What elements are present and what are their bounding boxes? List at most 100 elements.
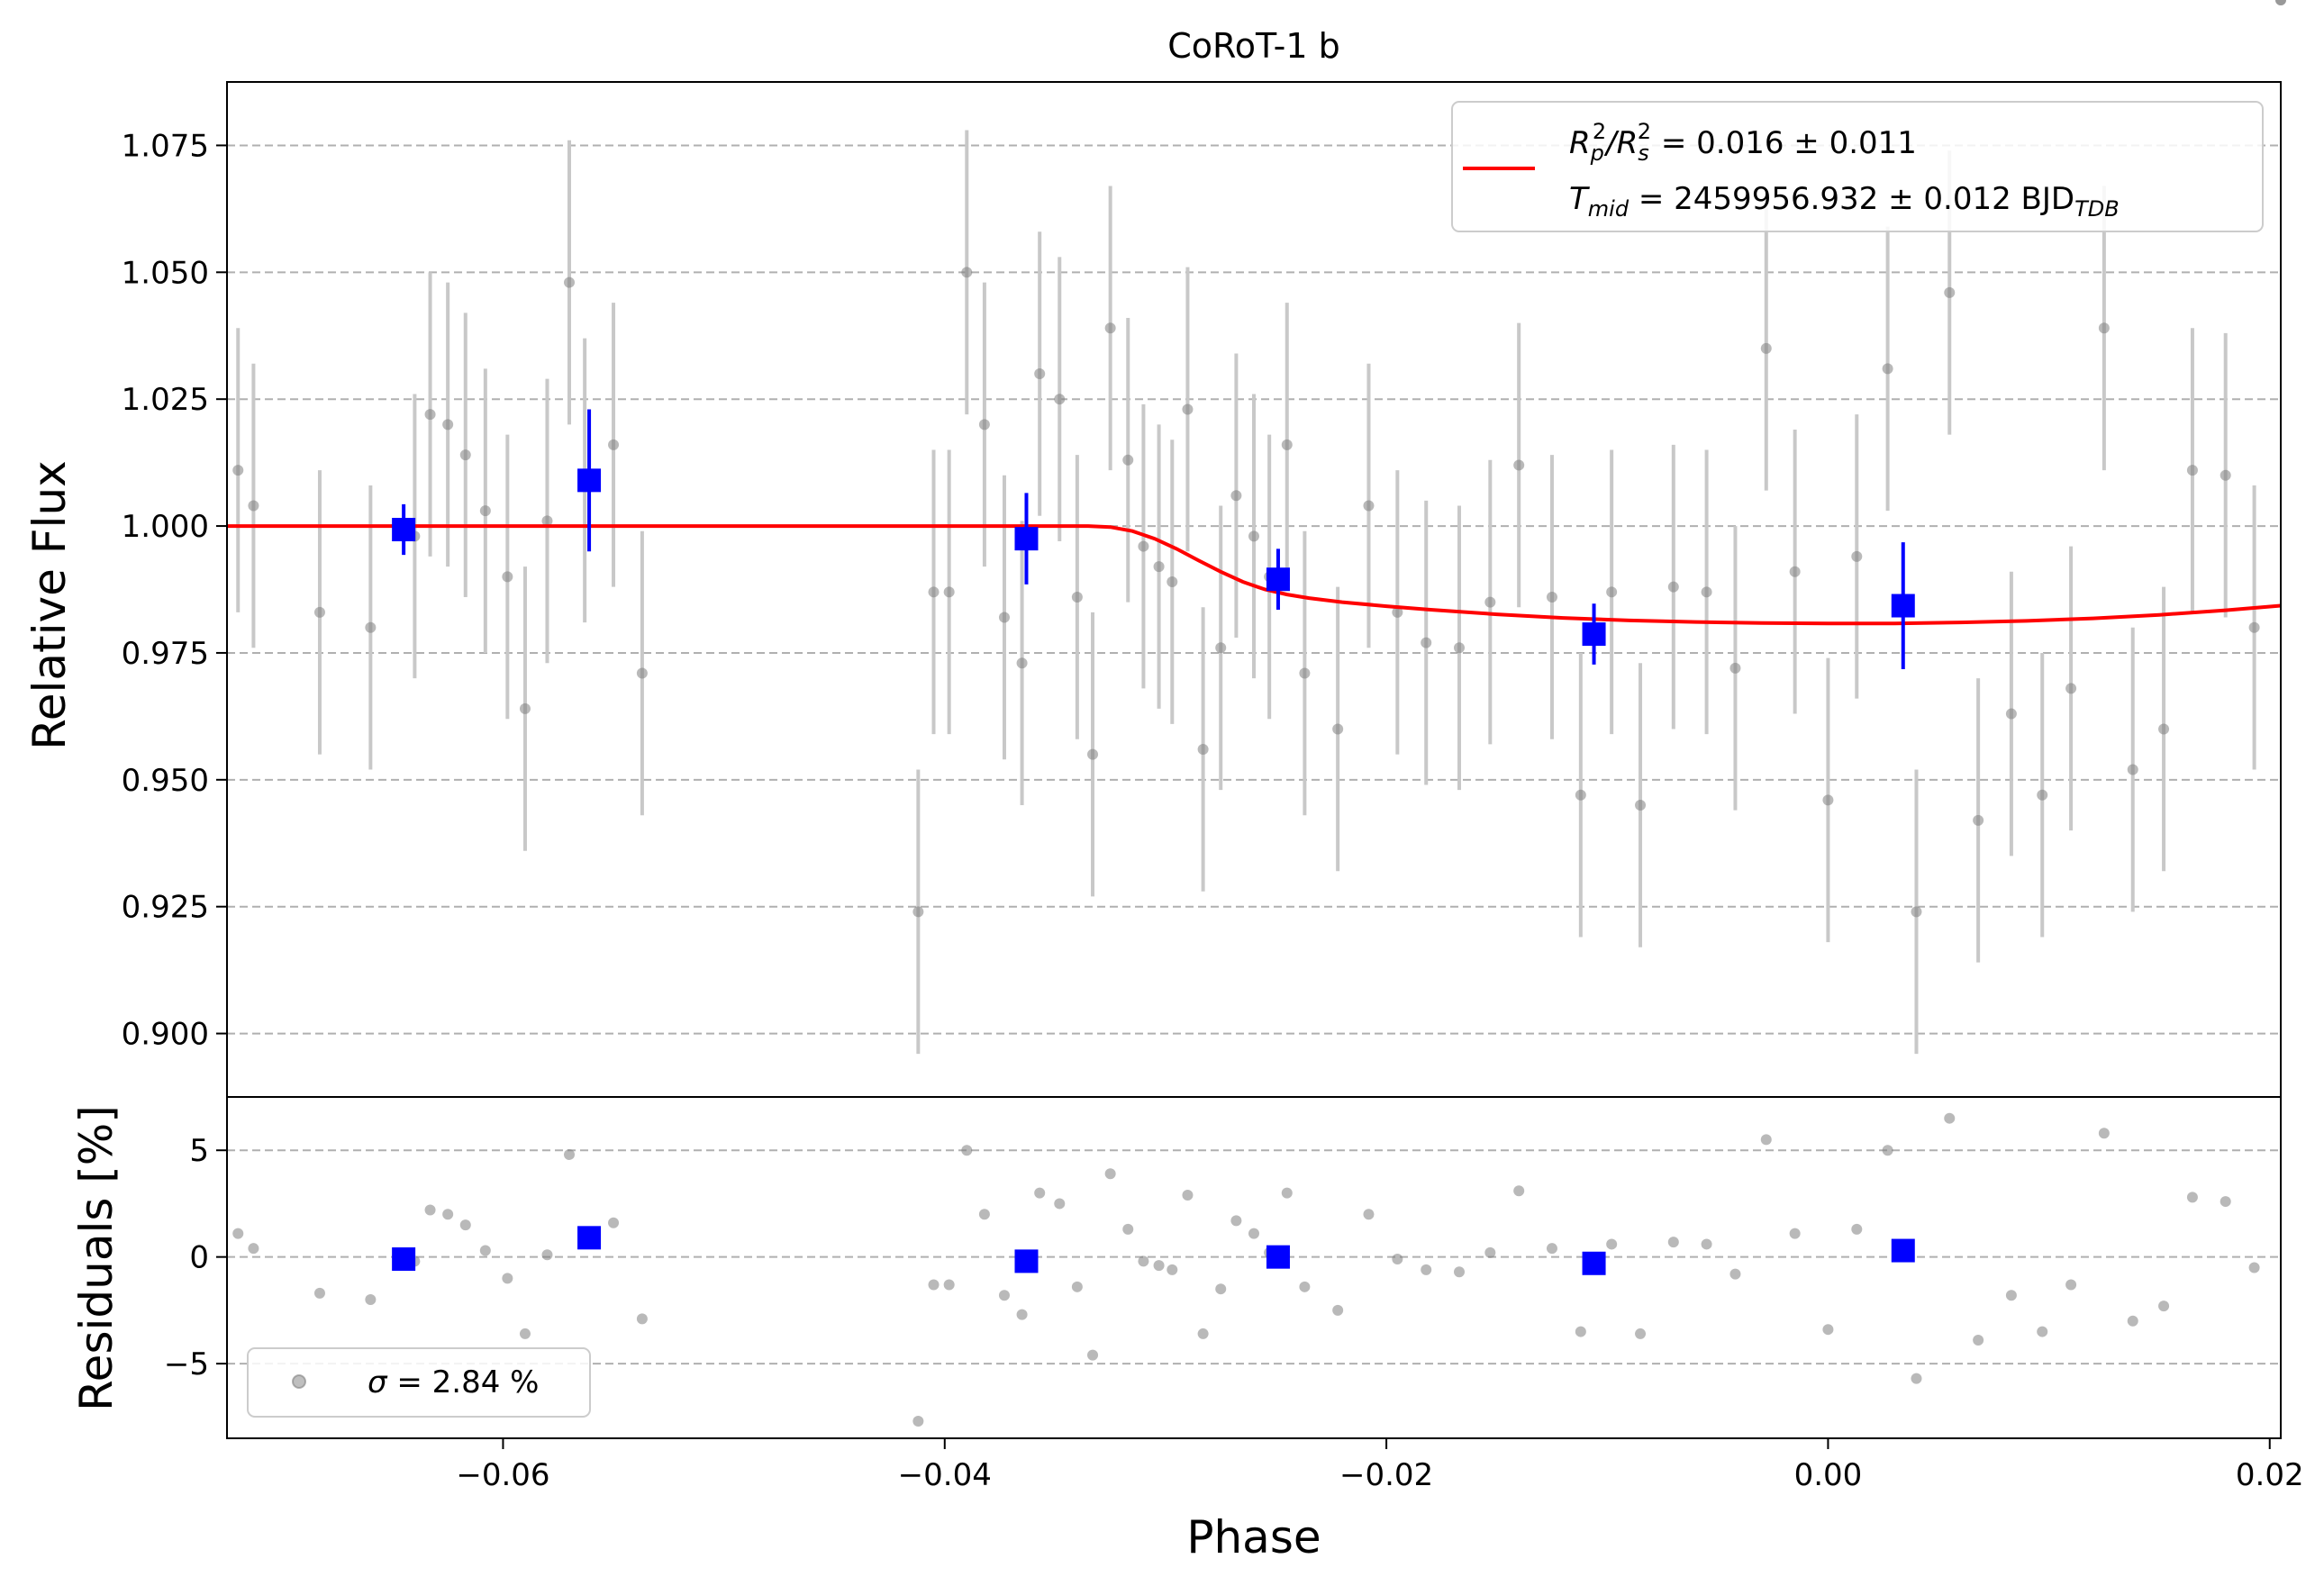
residual-point <box>502 1273 513 1284</box>
residual-point <box>313 1287 325 1299</box>
top-data-point <box>2098 322 2110 334</box>
residual-point <box>459 1219 471 1231</box>
top-data-point <box>1789 566 1801 577</box>
top-y-tick-label: 1.025 <box>122 382 209 418</box>
legend-sigma-value: = 2.84 % <box>387 1364 540 1400</box>
residual-point <box>1789 1228 1801 1239</box>
top-data-point <box>1575 789 1586 801</box>
top-data-point <box>1546 591 1557 603</box>
residual-point <box>1421 1264 1432 1275</box>
residual-point <box>1281 1187 1293 1199</box>
top-data-point <box>1215 642 1227 654</box>
top-data-point <box>961 267 973 278</box>
residual-point <box>1392 1254 1403 1265</box>
top-data-point <box>1513 459 1525 471</box>
residual-point <box>2065 1279 2077 1291</box>
x-axis-label: Phase <box>1186 1511 1321 1563</box>
top-data-point <box>1822 794 1834 806</box>
residual-point <box>1484 1246 1496 1258</box>
top-data-point <box>1230 490 1242 502</box>
top-y-tick-label: 0.975 <box>122 636 209 672</box>
top-data-point <box>1421 637 1432 648</box>
top-data-point <box>928 586 940 598</box>
legend-line-tmid: Tmid = 2459956.932 ± 0.012 BJDTDB <box>1569 181 2120 222</box>
residual-point <box>928 1279 940 1291</box>
top-y-tick-label: 1.075 <box>122 128 209 164</box>
bottom-legend-box <box>247 1347 591 1418</box>
residual-point <box>1454 1266 1465 1278</box>
residual-point <box>232 1228 244 1239</box>
bottom-y-tick-label: −5 <box>164 1346 209 1382</box>
top-data-point <box>1392 606 1403 618</box>
residual-point <box>564 1148 575 1160</box>
x-tick-label: −0.02 <box>1339 1457 1433 1493</box>
bottom-panel: −5 0 5 Residuals [%] σ = 2.84 % <box>70 0 2286 1439</box>
top-data-point <box>232 465 244 476</box>
top-binned-point <box>1891 594 1915 618</box>
residual-point <box>2127 1315 2138 1327</box>
top-binned-point <box>392 518 416 542</box>
top-data-point <box>1167 576 1178 588</box>
top-data-point <box>1299 667 1311 679</box>
legend-line-depth: Rp2/Rs2 = 0.016 ± 0.011 <box>1569 119 1917 166</box>
legend-depth-r1: R <box>1569 125 1591 161</box>
residual-point <box>479 1245 491 1256</box>
x-tick-label: 0.00 <box>1794 1457 1863 1493</box>
legend-residual-marker <box>292 1374 306 1389</box>
bottom-binned-residuals <box>392 1226 1915 1275</box>
top-data-point <box>2186 465 2198 476</box>
residual-point <box>1182 1189 1194 1201</box>
residual-point <box>978 1209 990 1220</box>
residual-point <box>1635 1328 1647 1339</box>
residual-point <box>1138 1255 1149 1267</box>
top-data-point <box>1944 286 1956 298</box>
residual-point <box>424 1204 436 1216</box>
residual-point <box>1882 1145 1893 1156</box>
residual-point <box>1513 1185 1525 1197</box>
top-data-point <box>1729 662 1741 674</box>
bottom-binned-residual <box>1014 1249 1039 1273</box>
legend-depth-r2: /R <box>1603 125 1638 161</box>
top-data-point <box>1332 723 1344 735</box>
residual-point <box>365 1294 377 1306</box>
residual-point <box>1054 1198 1066 1210</box>
legend-depth-sup2: 2 <box>1638 119 1651 144</box>
top-y-tick-label: 1.000 <box>122 509 209 545</box>
residual-point <box>2098 1128 2110 1139</box>
top-data-point <box>1281 439 1293 450</box>
bottom-binned-residual <box>1266 1245 1290 1269</box>
top-data-point <box>2220 469 2231 481</box>
residual-point <box>1973 1335 1984 1346</box>
top-binned-point <box>577 468 602 493</box>
legend-sigma-symbol: σ <box>368 1364 388 1400</box>
residual-point <box>961 1145 973 1156</box>
top-y-axis-label: Relative Flux <box>23 460 76 749</box>
top-data-point <box>2248 621 2260 633</box>
top-data-point <box>1454 642 1465 654</box>
top-data-point <box>442 419 454 430</box>
legend-tmid-value: = 2459956.932 ± 0.012 BJD <box>1629 181 2074 217</box>
bottom-binned-residual <box>1891 1238 1915 1263</box>
residual-point <box>1606 1238 1618 1250</box>
residual-point <box>1197 1328 1209 1339</box>
residual-point <box>608 1217 620 1228</box>
top-data-point <box>459 449 471 461</box>
residual-point <box>1822 1324 1834 1336</box>
residual-point <box>2005 1290 2017 1301</box>
top-binned-points <box>392 409 1915 669</box>
top-data-point <box>1071 591 1083 603</box>
top-data-point <box>564 276 575 288</box>
top-data-point <box>248 500 259 512</box>
top-data-point <box>1701 586 1712 598</box>
legend-tmid-sub: mid <box>1588 196 1630 222</box>
top-data-point <box>912 906 924 918</box>
residual-point <box>2186 1192 2198 1203</box>
residual-point <box>2158 1301 2170 1312</box>
residual-point <box>519 1328 531 1339</box>
top-data-point <box>978 419 990 430</box>
residual-point <box>1911 1373 1922 1384</box>
residual-point <box>1153 1260 1165 1272</box>
top-data-point <box>1016 657 1028 669</box>
residual-point <box>1087 1349 1099 1361</box>
